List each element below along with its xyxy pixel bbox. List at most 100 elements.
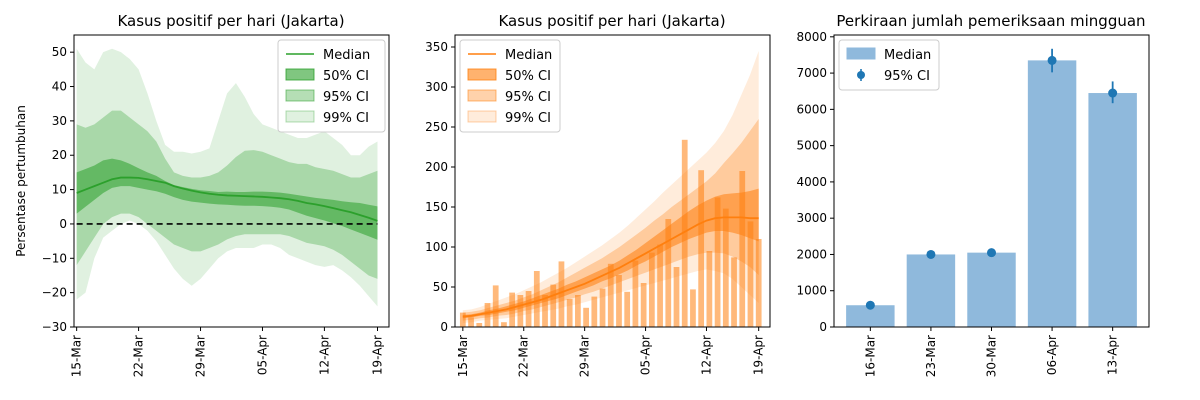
growth-rate-title: Kasus positif per hari (Jakarta) <box>117 12 344 30</box>
growth-rate-plot-area: −30 −20 −10 0 10 20 30 40 50 15-Mar 22-Mar 29-Mar 05… <box>42 34 390 377</box>
growth-rate-ylabel: Persentase pertumbuhan <box>14 105 28 257</box>
median-point <box>865 300 875 310</box>
y-tick-label: 0 <box>440 320 448 334</box>
observed-cases-bar <box>616 275 622 327</box>
y-tick-label: 30 <box>52 114 67 128</box>
x-tick-label: 12-Apr <box>317 335 331 375</box>
observed-cases-bar <box>747 221 754 327</box>
y-tick-label: 2000 <box>796 247 827 261</box>
observed-cases-bar <box>714 197 721 327</box>
observed-cases-bar <box>517 295 524 327</box>
observed-cases-bar <box>731 257 737 327</box>
legend-point-swatch <box>857 71 865 79</box>
y-tick-label: 10 <box>52 183 67 197</box>
median-line <box>76 176 378 222</box>
observed-cases-bar <box>657 244 663 327</box>
legend-entry-label: Median <box>884 48 931 63</box>
legend-patch-swatch <box>846 47 876 60</box>
observed-cases-bar <box>459 312 466 327</box>
observed-cases-bar <box>492 285 499 327</box>
median-point <box>987 248 996 258</box>
median-point <box>1108 88 1118 98</box>
ci99-band <box>76 48 378 307</box>
observed-cases-bar <box>739 171 746 327</box>
x-tick-label: 19-Apr <box>370 335 384 375</box>
observed-cases-bar <box>468 317 474 327</box>
y-tick-label: 20 <box>52 148 67 162</box>
observed-cases-bar <box>525 291 532 327</box>
x-tick-label: 23-Mar <box>924 335 938 377</box>
legend-entry-label: Median <box>323 48 370 63</box>
median-bar <box>967 252 1016 327</box>
legend-patch-swatch <box>467 89 497 102</box>
x-tick-label: 19-Apr <box>752 335 766 375</box>
daily-cases-plot-area: 0 50 100 150 200 250 300 350 15-Mar 22-Mar 29-Mar 0… <box>425 34 771 377</box>
y-tick-label: 8000 <box>796 30 827 44</box>
x-tick-label: 05-Apr <box>639 335 653 375</box>
observed-cases-bar <box>599 288 606 327</box>
x-tick-label: 29-Mar <box>578 335 592 377</box>
x-tick-label: 16-Mar <box>863 335 877 377</box>
y-tick-label: 4000 <box>796 175 827 189</box>
legend-patch-swatch <box>467 110 497 123</box>
x-tick-label: 13-Apr <box>1106 335 1120 375</box>
y-tick-label: 1000 <box>796 284 827 298</box>
legend-patch-swatch <box>285 68 315 81</box>
y-tick-label: 150 <box>425 200 448 214</box>
x-tick-label: 30-Mar <box>985 335 999 377</box>
observed-cases-bar <box>607 263 614 327</box>
median-bar <box>846 305 895 327</box>
observed-cases-bar <box>542 295 548 327</box>
median-point <box>1047 55 1057 65</box>
observed-cases-bar <box>591 296 598 327</box>
legend-patch-swatch <box>285 110 315 123</box>
legend-entry-label: Median <box>505 48 552 63</box>
observed-cases-bar <box>583 307 589 327</box>
y-tick-label: 3000 <box>796 211 827 225</box>
observed-cases-bar <box>722 208 729 327</box>
x-tick-label: 15-Mar <box>456 335 470 377</box>
legend-entry-label: 50% CI <box>323 69 369 84</box>
x-tick-label: 15-Mar <box>70 335 84 377</box>
observed-cases-bar <box>640 283 647 327</box>
y-tick-label: 7000 <box>796 66 827 80</box>
x-tick-label: 22-Mar <box>132 335 146 377</box>
observed-cases-bar <box>706 251 713 327</box>
observed-cases-bar <box>648 252 655 327</box>
legend-entry-label: 95% CI <box>505 90 551 105</box>
y-tick-label: 0 <box>59 217 67 231</box>
legend-patch-swatch <box>467 68 497 81</box>
y-tick-label: 100 <box>425 240 448 254</box>
y-tick-label: 6000 <box>796 102 827 116</box>
median-bar <box>1027 60 1077 328</box>
y-tick-label: 50 <box>52 45 67 59</box>
growth-rate-panel: Kasus positif per hari (Jakarta) Persent… <box>14 12 390 377</box>
x-tick-label: 29-Mar <box>194 335 208 377</box>
ci99-band <box>462 51 759 323</box>
x-tick-label: 12-Apr <box>699 335 713 375</box>
weekly-tests-title: Perkiraan jumlah pemeriksaan mingguan <box>836 12 1145 30</box>
legend-entry-label: 99% CI <box>323 111 369 126</box>
y-tick-label: 5000 <box>796 139 827 153</box>
median-point <box>926 249 936 259</box>
observed-cases-bar <box>665 219 672 327</box>
observed-cases-bar <box>624 291 631 327</box>
observed-cases-bar <box>501 322 507 327</box>
ci50-band <box>76 158 378 240</box>
observed-cases-bar <box>476 323 483 327</box>
axes-frame <box>73 34 390 328</box>
y-tick-label: −20 <box>42 286 67 300</box>
observed-cases-bar <box>690 289 696 327</box>
legend-box <box>277 39 386 133</box>
y-tick-label: 350 <box>425 40 448 54</box>
legend-entry-label: 50% CI <box>505 69 551 84</box>
median-line <box>462 216 759 318</box>
observed-cases-bar <box>755 239 762 327</box>
observed-cases-bar <box>575 295 581 327</box>
y-tick-label: 50 <box>433 280 448 294</box>
observed-cases-bar <box>550 284 557 327</box>
daily-cases-panel: Kasus positif per hari (Jakarta) 0 50 100 1… <box>425 12 771 377</box>
y-tick-label: 0 <box>819 320 827 334</box>
observed-cases-bar <box>566 299 573 327</box>
observed-cases-bar <box>673 267 680 327</box>
